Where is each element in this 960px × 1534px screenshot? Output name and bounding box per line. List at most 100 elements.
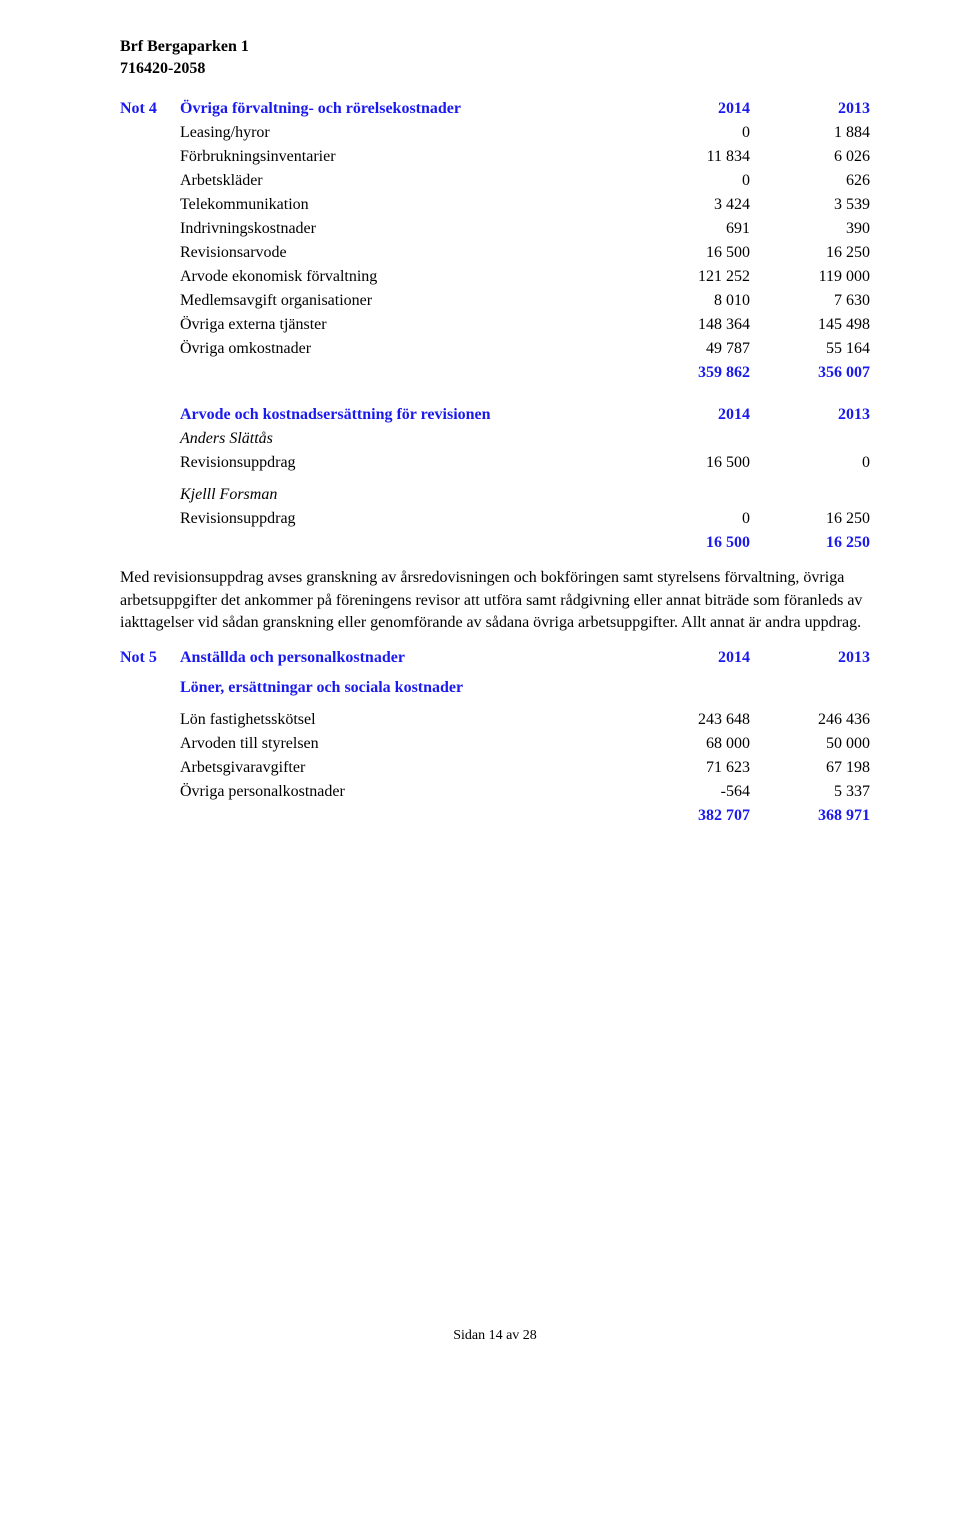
row-name: Arvode ekonomisk förvaltning (180, 265, 630, 289)
table-row: Arvode ekonomisk förvaltning 121 252 119… (120, 265, 870, 289)
not5-header-row: Not 5 Anställda och personalkostnader 20… (120, 646, 870, 670)
row-name: Revisionsarvode (180, 241, 630, 265)
row-val-a: 49 787 (630, 337, 750, 361)
row-name: Arbetsgivaravgifter (180, 756, 630, 780)
not5-total-row: 382 707 368 971 (120, 804, 870, 828)
row-val-b: 3 539 (750, 193, 870, 217)
table-row: Lön fastighetsskötsel 243 648 246 436 (120, 708, 870, 732)
header-org-number: 716420-2058 (120, 58, 870, 80)
table-row: Övriga omkostnader 49 787 55 164 (120, 337, 870, 361)
row-val-b: 67 198 (750, 756, 870, 780)
not5-total-a: 382 707 (630, 804, 750, 828)
row-val-b: 246 436 (750, 708, 870, 732)
arvode-group1-name-row: Anders Slättås (120, 427, 870, 451)
row-name: Revisionsuppdrag (180, 451, 630, 475)
page: Brf Bergaparken 1 716420-2058 Not 4 Övri… (0, 0, 960, 1534)
not5-year-a: 2014 (630, 646, 750, 670)
row-val-b: 7 630 (750, 289, 870, 313)
row-val-b: 0 (750, 451, 870, 475)
table-row: Telekommunikation 3 424 3 539 (120, 193, 870, 217)
row-name: Medlemsavgift organisationer (180, 289, 630, 313)
row-val-a: 16 500 (630, 241, 750, 265)
not5-subtitle: Löner, ersättningar och sociala kostnade… (180, 676, 630, 700)
not4-header-row: Not 4 Övriga förvaltning- och rörelsekos… (120, 97, 870, 121)
not4-title: Övriga förvaltning- och rörelsekostnader (180, 97, 630, 121)
arvode-group1-name: Anders Slättås (180, 427, 630, 451)
row-name: Revisionsuppdrag (180, 507, 630, 531)
row-val-a: 68 000 (630, 732, 750, 756)
arvode-header-row: Arvode och kostnadsersättning för revisi… (120, 403, 870, 427)
row-name: Indrivningskostnader (180, 217, 630, 241)
row-val-a: 243 648 (630, 708, 750, 732)
not5-total-b: 368 971 (750, 804, 870, 828)
row-val-b: 626 (750, 169, 870, 193)
not5-title: Anställda och personalkostnader (180, 646, 630, 670)
arvode-section: Arvode och kostnadsersättning för revisi… (120, 403, 870, 555)
row-name: Telekommunikation (180, 193, 630, 217)
row-name: Övriga externa tjänster (180, 313, 630, 337)
arvode-title: Arvode och kostnadsersättning för revisi… (180, 403, 630, 427)
row-val-a: 8 010 (630, 289, 750, 313)
not4-section: Not 4 Övriga förvaltning- och rörelsekos… (120, 97, 870, 385)
row-name: Förbrukningsinventarier (180, 145, 630, 169)
not5-section: Not 5 Anställda och personalkostnader 20… (120, 646, 870, 828)
row-val-a: 71 623 (630, 756, 750, 780)
table-row: Revisionsuppdrag 0 16 250 (120, 507, 870, 531)
row-val-b: 5 337 (750, 780, 870, 804)
not5-year-b: 2013 (750, 646, 870, 670)
not5-subtitle-row: Löner, ersättningar och sociala kostnade… (120, 676, 870, 700)
row-val-a: 148 364 (630, 313, 750, 337)
arvode-year-b: 2013 (750, 403, 870, 427)
table-row: Övriga personalkostnader -564 5 337 (120, 780, 870, 804)
table-row: Förbrukningsinventarier 11 834 6 026 (120, 145, 870, 169)
not4-label: Not 4 (120, 97, 180, 121)
table-row: Övriga externa tjänster 148 364 145 498 (120, 313, 870, 337)
row-name: Övriga personalkostnader (180, 780, 630, 804)
header-org-name: Brf Bergaparken 1 (120, 36, 870, 58)
row-val-a: 3 424 (630, 193, 750, 217)
not4-total-b: 356 007 (750, 361, 870, 385)
not4-total-row: 359 862 356 007 (120, 361, 870, 385)
table-row: Revisionsuppdrag 16 500 0 (120, 451, 870, 475)
row-val-a: 0 (630, 169, 750, 193)
not5-label: Not 5 (120, 646, 180, 670)
row-name: Leasing/hyror (180, 121, 630, 145)
row-val-b: 50 000 (750, 732, 870, 756)
row-val-b: 16 250 (750, 241, 870, 265)
table-row: Arbetskläder 0 626 (120, 169, 870, 193)
table-row: Leasing/hyror 0 1 884 (120, 121, 870, 145)
row-val-b: 1 884 (750, 121, 870, 145)
arvode-total-a: 16 500 (630, 531, 750, 555)
row-name: Övriga omkostnader (180, 337, 630, 361)
arvode-group2-name: Kjelll Forsman (180, 483, 630, 507)
arvode-group2-name-row: Kjelll Forsman (120, 483, 870, 507)
not4-total-a: 359 862 (630, 361, 750, 385)
row-val-b: 145 498 (750, 313, 870, 337)
table-row: Medlemsavgift organisationer 8 010 7 630 (120, 289, 870, 313)
row-val-a: 0 (630, 121, 750, 145)
row-name: Arbetskläder (180, 169, 630, 193)
not4-year-a: 2014 (630, 97, 750, 121)
arvode-total-row: 16 500 16 250 (120, 531, 870, 555)
paragraph-revision: Med revisionsuppdrag avses granskning av… (120, 567, 870, 634)
row-val-b: 390 (750, 217, 870, 241)
table-row: Indrivningskostnader 691 390 (120, 217, 870, 241)
row-name: Arvoden till styrelsen (180, 732, 630, 756)
row-val-a: 11 834 (630, 145, 750, 169)
table-row: Arvoden till styrelsen 68 000 50 000 (120, 732, 870, 756)
row-val-b: 119 000 (750, 265, 870, 289)
row-val-b: 16 250 (750, 507, 870, 531)
row-val-a: 16 500 (630, 451, 750, 475)
row-val-a: 121 252 (630, 265, 750, 289)
row-val-a: -564 (630, 780, 750, 804)
arvode-year-a: 2014 (630, 403, 750, 427)
row-val-a: 691 (630, 217, 750, 241)
row-val-b: 55 164 (750, 337, 870, 361)
row-val-a: 0 (630, 507, 750, 531)
table-row: Revisionsarvode 16 500 16 250 (120, 241, 870, 265)
page-footer: Sidan 14 av 28 (120, 1328, 870, 1344)
arvode-total-b: 16 250 (750, 531, 870, 555)
table-row: Arbetsgivaravgifter 71 623 67 198 (120, 756, 870, 780)
row-val-b: 6 026 (750, 145, 870, 169)
row-name: Lön fastighetsskötsel (180, 708, 630, 732)
